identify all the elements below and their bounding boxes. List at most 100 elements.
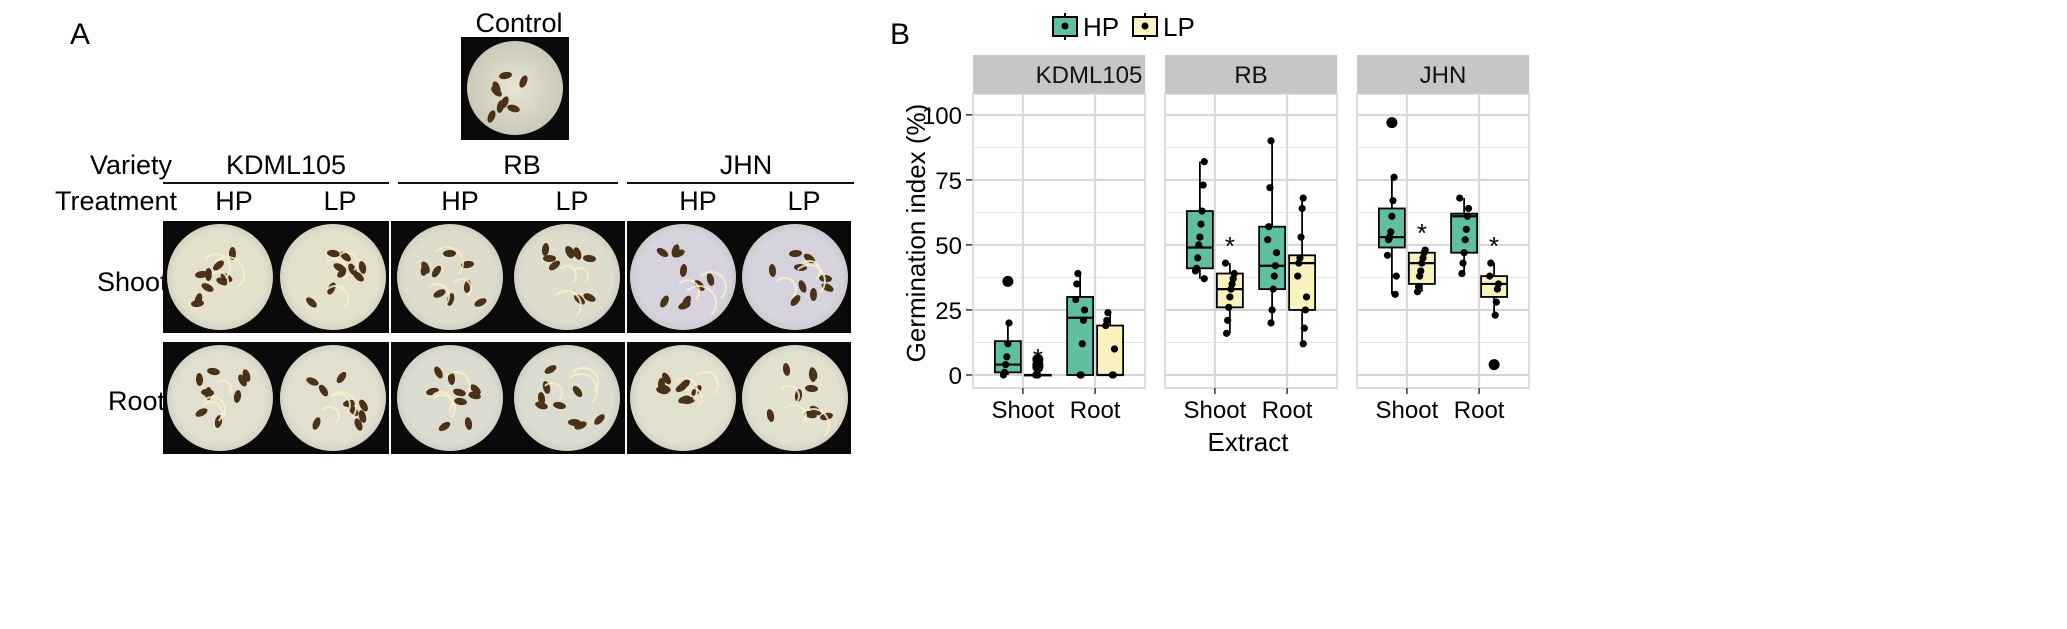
facet-strip: [1357, 55, 1529, 94]
data-point: [1456, 194, 1464, 202]
facet-kdml105: KDML105 Shoot Root: [972, 55, 1146, 424]
sprout: [791, 264, 827, 299]
box-body: [1450, 212, 1479, 254]
facet-strip-label: RB: [1234, 62, 1267, 89]
significance-marker: *: [1489, 231, 1499, 261]
data-point: [1222, 329, 1231, 337]
sprout: [540, 381, 563, 405]
data-point: [1268, 306, 1276, 314]
sprout: [213, 379, 232, 399]
y-tick-label: 25: [935, 298, 962, 325]
data-point: [1294, 272, 1302, 280]
sprout: [692, 371, 719, 398]
variety-label: Variety: [90, 150, 173, 180]
data-point: [1390, 173, 1398, 181]
data-point: [1079, 316, 1088, 324]
data-point: [1103, 316, 1111, 324]
box-kdml105-shoot-lp: *: [1023, 343, 1052, 379]
treatment-label: Treatment: [55, 186, 178, 216]
box-kdml105-root-lp: [1096, 308, 1125, 379]
petri-dish: [166, 345, 273, 451]
data-point: [1221, 259, 1230, 267]
data-point: [1486, 272, 1494, 280]
facet-strip: [1165, 55, 1337, 94]
data-point: [1104, 308, 1112, 317]
sprout: [451, 278, 473, 300]
data-point: [1269, 285, 1277, 293]
control-label: Control: [475, 8, 563, 38]
data-point: [1195, 241, 1203, 249]
sprout: [336, 251, 359, 274]
data-point: [1192, 264, 1201, 272]
petri-dish: [279, 345, 386, 451]
data-point: [1461, 236, 1469, 244]
box-jhn-shoot-lp: *: [1407, 218, 1436, 296]
x-tick-label: Shoot: [992, 397, 1055, 424]
box-rb-root-lp: [1288, 194, 1317, 348]
box-body: [1258, 225, 1287, 291]
facet-strip: [973, 55, 1145, 94]
data-point: [1073, 280, 1081, 288]
data-point: [1302, 293, 1311, 301]
data-point: [1387, 228, 1395, 236]
data-point: [1391, 290, 1399, 298]
variety-rule-kdml105: [163, 182, 389, 184]
facet-strip-label: JHN: [1420, 62, 1467, 89]
data-point: [1460, 249, 1468, 257]
sprout: [198, 396, 226, 423]
photo-jhn-root: [627, 342, 851, 454]
box-rb-shoot-hp: [1185, 158, 1214, 283]
data-point: [1392, 272, 1400, 280]
sprout: [568, 366, 599, 398]
x-tick-label: Root: [1454, 397, 1505, 424]
sprout: [796, 407, 831, 442]
petri-dish: [630, 345, 736, 451]
y-tick-label: 100: [922, 103, 962, 130]
data-point: [1000, 368, 1009, 376]
sprout: [694, 271, 727, 304]
data-point: [1198, 207, 1206, 215]
data-point: [1225, 303, 1233, 311]
box-body: [1096, 324, 1125, 376]
sprout: [781, 403, 807, 430]
data-point: [1296, 254, 1304, 262]
data-point: [1264, 236, 1272, 244]
petri-dish: [166, 224, 273, 330]
panel-b-letter: B: [890, 18, 911, 51]
variety-header-rb: RB: [503, 150, 541, 180]
treatment-lp-jhn: LP: [787, 186, 821, 216]
data-point: [1002, 360, 1010, 369]
box-kdml105-root-hp: [1066, 269, 1095, 379]
box-body: [1066, 296, 1095, 376]
treatment-lp-kdml105: LP: [323, 186, 357, 216]
data-point: [1297, 233, 1305, 241]
petri-dish: [396, 224, 503, 330]
data-point: [1265, 223, 1273, 231]
significance-marker: *: [1033, 343, 1043, 373]
sprout: [671, 376, 699, 404]
seed: [542, 254, 556, 262]
x-tick-label: Shoot: [1376, 397, 1439, 424]
data-point: [1034, 371, 1042, 379]
variety-rule-rb: [398, 182, 618, 184]
box-body: [1480, 275, 1509, 298]
row-label-shoot: Shoot: [97, 267, 168, 297]
x-tick-label: Root: [1070, 397, 1121, 424]
y-tick-label: 0: [949, 363, 962, 390]
data-point: [1077, 371, 1085, 379]
x-tick-label: Root: [1262, 397, 1313, 424]
panel-a-letter: A: [70, 18, 91, 51]
box-rb-root-hp: [1258, 137, 1287, 327]
data-point: [1004, 340, 1012, 348]
facet-rb: RB Shoot Root: [1164, 55, 1338, 424]
x-axis-title: Extract: [1208, 427, 1290, 457]
treatment-hp-rb: HP: [441, 186, 479, 216]
data-point: [1491, 311, 1499, 319]
data-point: [1271, 262, 1280, 270]
chart-legend: HP LP: [1052, 12, 1195, 42]
data-point: [1197, 220, 1205, 228]
data-point: [1462, 225, 1470, 233]
sprout: [550, 289, 583, 321]
petri-dish: [513, 224, 620, 330]
